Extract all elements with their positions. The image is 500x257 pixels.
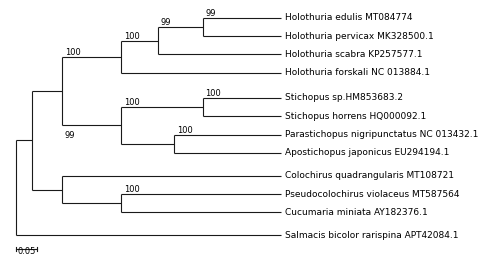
Text: Pseudocolochirus violaceus MT587564: Pseudocolochirus violaceus MT587564	[284, 190, 459, 199]
Text: Apostichopus japonicus EU294194.1: Apostichopus japonicus EU294194.1	[284, 148, 449, 157]
Text: Holothuria forskali NC 013884.1: Holothuria forskali NC 013884.1	[284, 68, 430, 77]
Text: 99: 99	[161, 18, 172, 27]
Text: 100: 100	[206, 89, 222, 98]
Text: 0.05: 0.05	[18, 247, 36, 256]
Text: 99: 99	[206, 9, 216, 18]
Text: Stichopus sp.HM853683.2: Stichopus sp.HM853683.2	[284, 93, 403, 102]
Text: 100: 100	[65, 48, 80, 57]
Text: Stichopus horrens HQ000092.1: Stichopus horrens HQ000092.1	[284, 112, 426, 121]
Text: Holothuria scabra KP257577.1: Holothuria scabra KP257577.1	[284, 50, 422, 59]
Text: 100: 100	[124, 185, 140, 194]
Text: 99: 99	[65, 131, 76, 140]
Text: Holothuria edulis MT084774: Holothuria edulis MT084774	[284, 13, 412, 22]
Text: Salmacis bicolor rarispina APT42084.1: Salmacis bicolor rarispina APT42084.1	[284, 231, 458, 240]
Text: Colochirus quadrangularis MT108721: Colochirus quadrangularis MT108721	[284, 171, 454, 180]
Text: 100: 100	[124, 98, 140, 107]
Text: 100: 100	[124, 32, 140, 41]
Text: Holothuria pervicax MK328500.1: Holothuria pervicax MK328500.1	[284, 32, 434, 41]
Text: Cucumaria miniata AY182376.1: Cucumaria miniata AY182376.1	[284, 208, 428, 217]
Text: Parastichopus nigripunctatus NC 013432.1: Parastichopus nigripunctatus NC 013432.1	[284, 130, 478, 139]
Text: 100: 100	[177, 126, 192, 135]
